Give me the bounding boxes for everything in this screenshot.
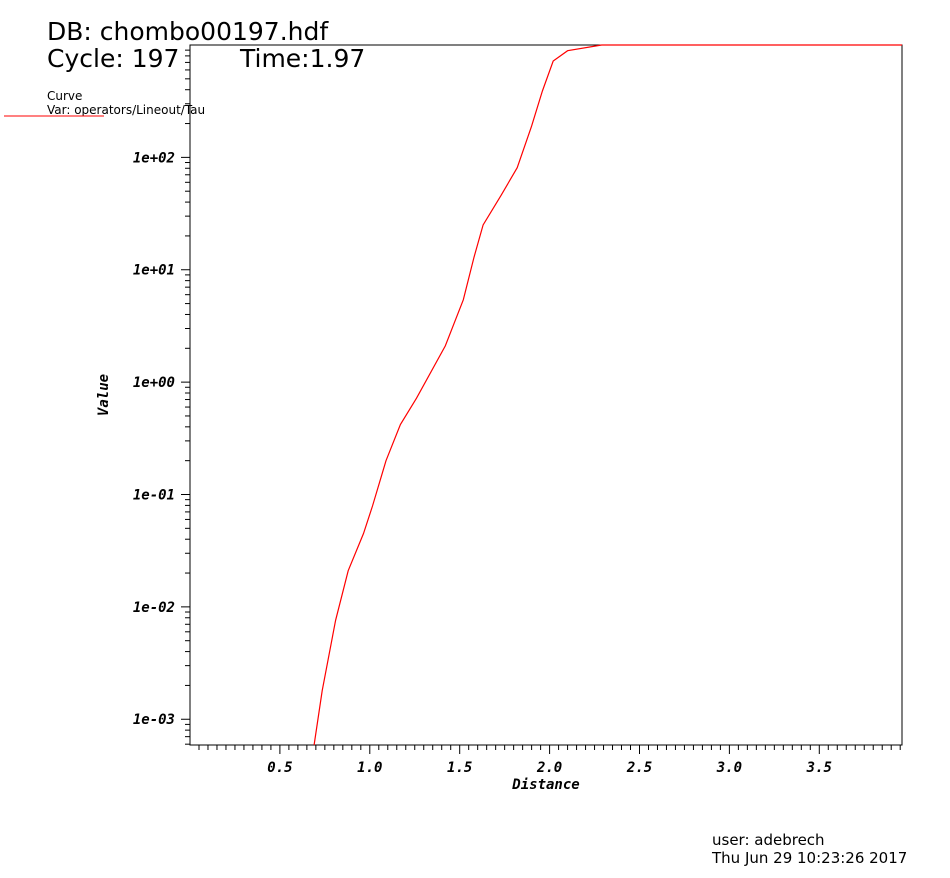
x-tick-label: 1.0	[357, 760, 382, 776]
legend-title: Curve	[47, 89, 83, 103]
legend-var: Var: operators/Lineout/Tau	[47, 103, 206, 117]
db-title: DB: chombo00197.hdf	[47, 17, 329, 46]
time-label: Time:1.97	[240, 44, 366, 73]
y-tick-label: 1e+02	[133, 150, 175, 166]
x-tick-label: 1.5	[447, 760, 472, 776]
x-tick-label: 2.5	[626, 760, 652, 776]
y-tick-label: 1e-02	[133, 600, 175, 616]
x-tick-label: 2.0	[536, 760, 562, 776]
series-line	[313, 44, 902, 746]
user-label: user: adebrech	[712, 831, 825, 849]
y-axis-label: Value	[96, 374, 112, 416]
x-tick-label: 3.0	[716, 760, 742, 776]
plot-frame	[189, 44, 903, 746]
y-tick-label: 1e-01	[133, 487, 175, 503]
x-tick-label: 0.5	[267, 760, 292, 776]
y-tick-label: 1e+00	[133, 375, 175, 391]
x-tick-label: 3.5	[806, 760, 832, 776]
x-axis-label: Distance	[511, 777, 579, 793]
y-tick-label: 1e-03	[133, 712, 175, 728]
cycle-label: Cycle: 197	[47, 44, 180, 73]
date-label: Thu Jun 29 10:23:26 2017	[712, 849, 908, 867]
y-tick-label: 1e+01	[133, 263, 175, 279]
